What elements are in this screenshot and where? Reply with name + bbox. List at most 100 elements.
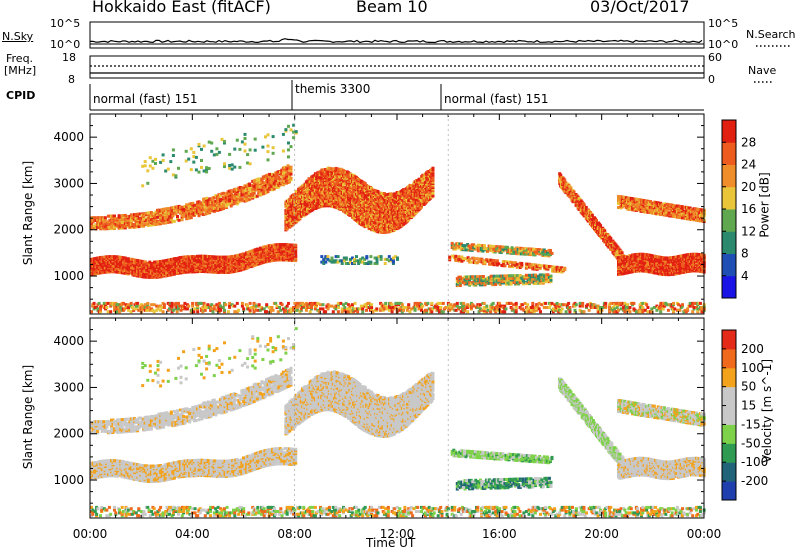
echo-cell: [235, 262, 239, 266]
echo-cell: [248, 182, 252, 186]
echo-cell: [91, 272, 95, 276]
echo-cell: [117, 259, 121, 263]
echo-cell: [131, 223, 135, 226]
echo-cell: [231, 266, 235, 270]
echo-cell: [166, 207, 170, 210]
echo-cell: [123, 256, 127, 260]
echo-cell: [214, 255, 218, 259]
echo-cell: [209, 262, 213, 266]
noise-search-label: N.Search: [746, 28, 796, 41]
echo-cell: [143, 260, 147, 264]
echo-cell: [162, 273, 166, 277]
echo-cell: [218, 255, 222, 259]
echo-cell: [235, 254, 239, 258]
echo-cell: [108, 218, 112, 222]
chart-title: Hokkaido East (fitACF): [92, 0, 271, 16]
cpid-segment-label-1: normal (fast) 151: [93, 92, 198, 106]
echo-cell: [152, 266, 156, 270]
echo-cell: [195, 254, 199, 258]
echo-cell: [294, 250, 298, 254]
freq-right-tick-top: 60: [708, 51, 722, 64]
echo-cell: [100, 264, 104, 268]
echo-cell: [245, 251, 248, 255]
echo-cell: [289, 176, 293, 180]
echo-cell: [289, 165, 293, 169]
echo-cell: [228, 255, 232, 259]
echo-cell: [246, 266, 250, 270]
noise-sky-label: N.Sky: [2, 30, 34, 43]
echo-cell: [117, 255, 121, 259]
echo-cell: [103, 216, 107, 220]
echo-cell: [165, 259, 169, 262]
echo-cell: [200, 260, 204, 264]
echo-cell: [409, 184, 413, 188]
echo-cell: [189, 216, 193, 220]
echo-cell: [131, 272, 135, 275]
echo-cell: [174, 257, 178, 260]
echo-cell: [148, 260, 152, 264]
echo-cell: [231, 255, 235, 258]
echo-cell: [93, 216, 97, 220]
echo-cell: [126, 257, 130, 261]
echo-cell: [179, 258, 182, 262]
echo-cell: [171, 214, 175, 218]
echo-cell: [222, 207, 225, 210]
echo-cell: [240, 252, 244, 256]
echo-cell: [231, 263, 235, 267]
echo-cell: [192, 255, 196, 259]
echo-cell: [113, 214, 116, 218]
echo-cell: [169, 260, 173, 264]
echo-cell: [140, 259, 144, 263]
echo-cell: [183, 255, 187, 259]
echo-cell: [122, 256, 126, 260]
echo-cell: [209, 255, 213, 259]
echo-cell: [252, 191, 256, 195]
echo-cell: [223, 255, 227, 259]
echo-cell: [169, 264, 173, 268]
freq-left-tick-bottom: 8: [68, 73, 75, 86]
echo-cell: [231, 270, 235, 274]
echo-cell: [231, 257, 235, 261]
echo-cell: [162, 259, 166, 263]
noise-right-tick-bottom: 10^0: [708, 38, 739, 51]
echo-cell: [223, 265, 227, 269]
echo-cell: [113, 255, 116, 259]
echo-cell: [289, 172, 293, 176]
freq-panel-frame: [89, 55, 705, 79]
echo-cell: [278, 177, 282, 181]
echo-cell: [235, 269, 239, 273]
cpid-label: CPID: [6, 89, 36, 102]
echo-cell: [311, 208, 315, 212]
echo-cell: [96, 256, 100, 260]
noise-panel-frame: [89, 21, 705, 49]
echo-cell: [200, 254, 204, 258]
beam-label: Beam 10: [356, 0, 428, 16]
freq-left-tick-top: 18: [62, 51, 76, 64]
cpid-segment-label-3: normal (fast) 151: [444, 92, 549, 106]
echo-cell: [152, 260, 156, 264]
echo-cell: [131, 258, 135, 262]
echo-cell: [205, 257, 209, 261]
echo-cell: [96, 266, 100, 270]
echo-cell: [100, 255, 104, 259]
echo-cell: [172, 219, 176, 223]
echo-cell: [139, 273, 143, 277]
echo-cell: [183, 261, 187, 264]
power-echo-layer: [90, 123, 706, 314]
freq-right-tick-bottom: 0: [708, 73, 715, 86]
echo-cell: [183, 269, 187, 273]
cpid-segment-label-2: themis 3300: [295, 82, 371, 96]
noise-trace-line: [89, 38, 703, 44]
echo-cell: [382, 192, 386, 195]
echo-cell: [139, 259, 143, 263]
echo-cell: [174, 269, 178, 273]
echo-cell: [91, 257, 95, 261]
echo-cell: [176, 215, 179, 218]
echo-cell: [103, 255, 107, 259]
echo-cell: [131, 266, 135, 270]
noise-right-tick-top: 10^5: [708, 17, 739, 30]
echo-cell: [274, 177, 278, 181]
freq-label-line1: Freq.: [6, 52, 34, 65]
echo-cell: [134, 272, 138, 276]
